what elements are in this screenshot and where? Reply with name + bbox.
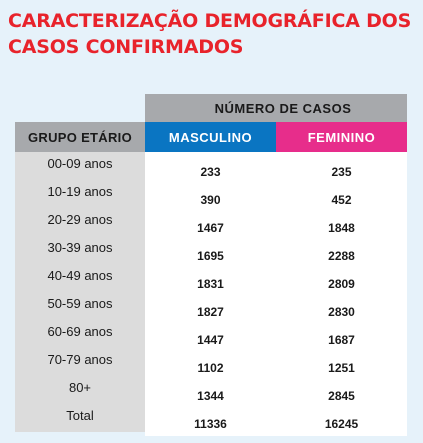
female-count-cell: 2845: [328, 389, 355, 403]
male-count-cell: 390: [200, 193, 221, 207]
male-count-cell: 1831: [197, 277, 224, 291]
age-group-cell: 30-39 anos: [47, 240, 113, 255]
title-line-1: CARACTERIZAÇÃO DEMOGRÁFICA DOS: [8, 10, 412, 32]
header-male: MASCULINO: [145, 122, 276, 152]
male-count-cell: 1827: [197, 305, 224, 319]
age-group-cell: 40-49 anos: [47, 268, 113, 283]
page-title: CARACTERIZAÇÃO DEMOGRÁFICA DOS CASOS CON…: [8, 8, 418, 60]
female-count-cell: 1251: [328, 361, 355, 375]
age-group-cell: 20-29 anos: [47, 212, 113, 227]
male-count-cell: 1695: [197, 249, 224, 263]
male-count-cell: 1447: [197, 333, 224, 347]
male-count-cell: 11336: [194, 417, 227, 431]
age-group-cell: 70-79 anos: [47, 352, 113, 367]
female-count-cell: 2288: [328, 249, 355, 263]
age-group-cell: 10-19 anos: [47, 184, 113, 199]
age-group-column: 00-09 anos 10-19 anos 20-29 anos 30-39 anos…: [15, 152, 145, 432]
age-group-cell: 60-69 anos: [47, 324, 113, 339]
male-count-cell: 233: [200, 165, 221, 179]
age-group-cell: 80+: [68, 380, 92, 395]
case-data-column: 233 235 390 452 1467 1848 1695 2288 1831 2809 1827…: [145, 152, 407, 436]
female-count-cell: 2830: [328, 305, 355, 319]
age-group-cell: 00-09 anos: [47, 156, 113, 171]
female-count-cell: 1848: [328, 221, 355, 235]
age-group-cell: Total: [66, 408, 94, 423]
male-count-cell: 1467: [197, 221, 224, 235]
female-count-cell: 235: [331, 165, 352, 179]
age-group-cell: 50-59 anos: [47, 296, 113, 311]
female-count-cell: 16245: [324, 417, 359, 431]
header-number-of-cases: NÚMERO DE CASOS: [145, 94, 407, 122]
female-count-cell: 2809: [328, 277, 355, 291]
female-count-cell: 452: [331, 193, 352, 207]
header-female: FEMININO: [276, 122, 407, 152]
header-age-group: GRUPO ETÁRIO: [15, 122, 145, 152]
title-line-2: CASOS CONFIRMADOS: [8, 36, 244, 58]
male-count-cell: 1344: [197, 389, 224, 403]
male-count-cell: 1102: [197, 361, 224, 375]
female-count-cell: 1687: [328, 333, 355, 347]
